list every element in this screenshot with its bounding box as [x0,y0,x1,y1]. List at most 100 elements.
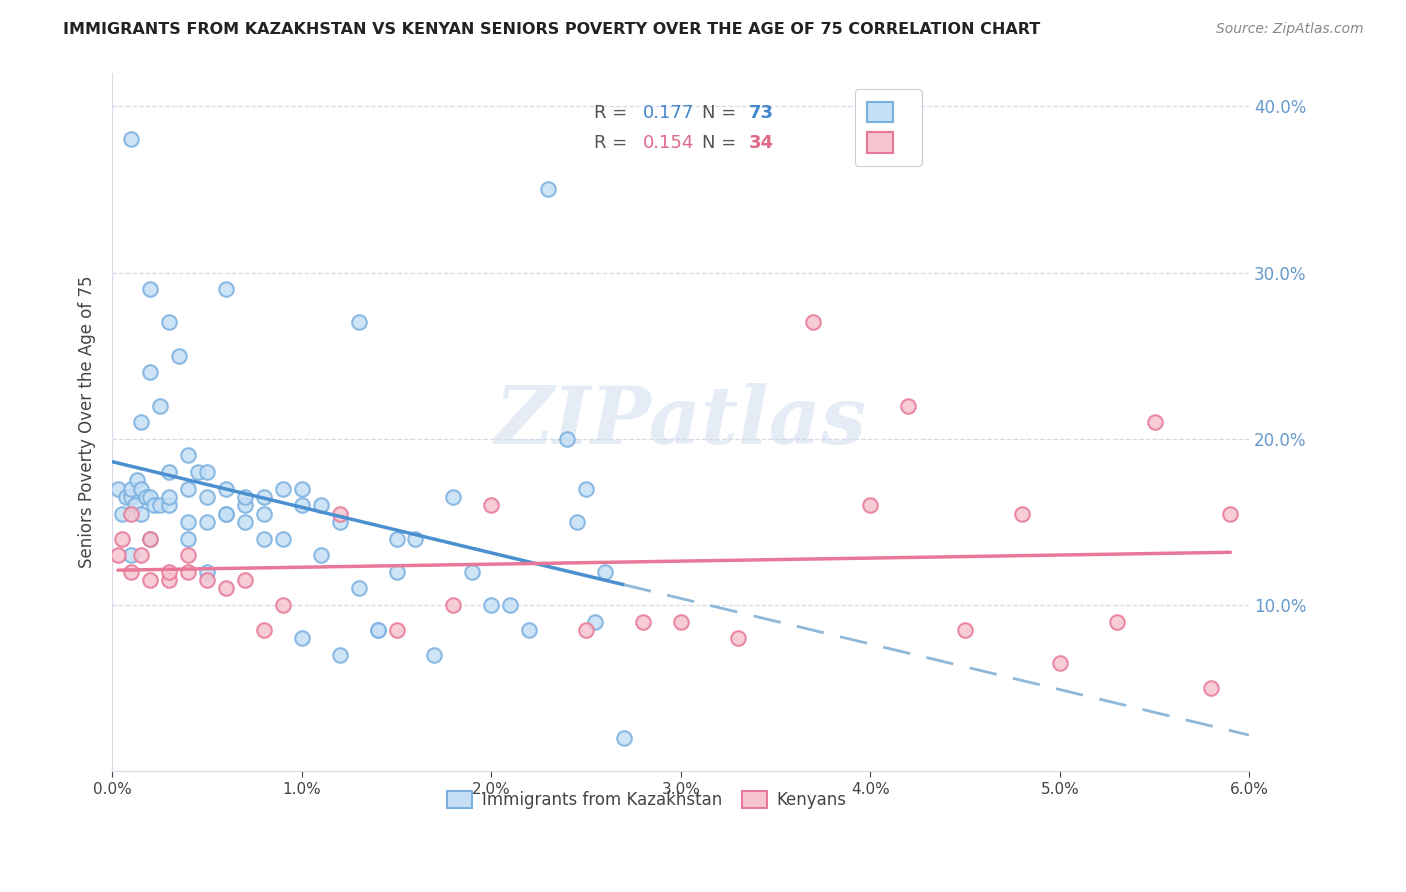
Point [177,565,200,579]
Point [139,490,162,504]
Point [120,507,142,521]
Text: ZIPatlas: ZIPatlas [495,384,868,461]
Point [499,598,522,612]
Point [253,623,276,637]
Point [423,648,446,662]
Point [233,573,256,587]
Point [897,399,920,413]
Point [271,598,294,612]
Text: R =: R = [595,134,633,152]
Point [1201,681,1223,696]
Point [575,623,598,637]
Point [613,731,636,745]
Point [157,565,180,579]
Point [215,507,238,521]
Point [461,565,484,579]
Point [177,532,200,546]
Point [120,132,142,146]
Point [186,465,208,479]
Point [139,282,162,296]
Point [565,515,588,529]
Point [479,499,502,513]
Point [585,615,607,629]
Text: IMMIGRANTS FROM KAZAKHSTAN VS KENYAN SENIORS POVERTY OVER THE AGE OF 75 CORRELAT: IMMIGRANTS FROM KAZAKHSTAN VS KENYAN SEN… [63,22,1040,37]
Point [1011,507,1033,521]
Point [329,507,352,521]
Point [347,582,370,596]
Point [233,499,256,513]
Point [593,565,616,579]
Point [271,532,294,546]
Point [347,315,370,329]
Point [517,623,540,637]
Point [120,482,142,496]
Point [149,499,172,513]
Point [215,582,238,596]
Point [385,623,408,637]
Point [167,349,190,363]
Point [537,182,560,196]
Point [233,490,256,504]
Point [575,482,598,496]
Point [1219,507,1241,521]
Point [669,615,692,629]
Point [195,573,218,587]
Point [149,399,172,413]
Point [385,565,408,579]
Point [1143,415,1166,429]
Point [120,548,142,562]
Point [367,623,389,637]
Point [271,482,294,496]
Point [177,515,200,529]
Point [157,315,180,329]
Point [177,482,200,496]
Point [195,465,218,479]
Legend: Immigrants from Kazakhstan, Kenyans: Immigrants from Kazakhstan, Kenyans [440,784,853,815]
Point [215,507,238,521]
Point [329,648,352,662]
Text: N =: N = [703,134,742,152]
Text: 0.154: 0.154 [643,134,695,152]
Point [253,532,276,546]
Point [195,565,218,579]
Text: 73: 73 [749,104,773,122]
Point [111,507,134,521]
Point [177,449,200,463]
Point [129,415,152,429]
Point [135,490,157,504]
Point [253,507,276,521]
Point [291,482,314,496]
Point [125,474,148,488]
Y-axis label: Seniors Poverty Over the Age of 75: Seniors Poverty Over the Age of 75 [79,276,96,568]
Point [142,499,165,513]
Point [404,532,426,546]
Point [859,499,882,513]
Point [120,565,142,579]
Point [953,623,976,637]
Text: Source: ZipAtlas.com: Source: ZipAtlas.com [1216,22,1364,37]
Point [233,515,256,529]
Point [441,598,464,612]
Point [120,490,142,504]
Point [139,532,162,546]
Point [329,515,352,529]
Point [215,482,238,496]
Point [291,499,314,513]
Point [195,490,218,504]
Point [157,490,180,504]
Point [124,499,146,513]
Text: N =: N = [703,104,742,122]
Point [1049,657,1071,671]
Point [291,632,314,646]
Point [367,623,389,637]
Point [107,548,129,562]
Point [1105,615,1128,629]
Point [129,548,152,562]
Point [157,499,180,513]
Point [215,282,238,296]
Point [157,573,180,587]
Point [195,515,218,529]
Point [129,482,152,496]
Point [177,548,200,562]
Point [727,632,749,646]
